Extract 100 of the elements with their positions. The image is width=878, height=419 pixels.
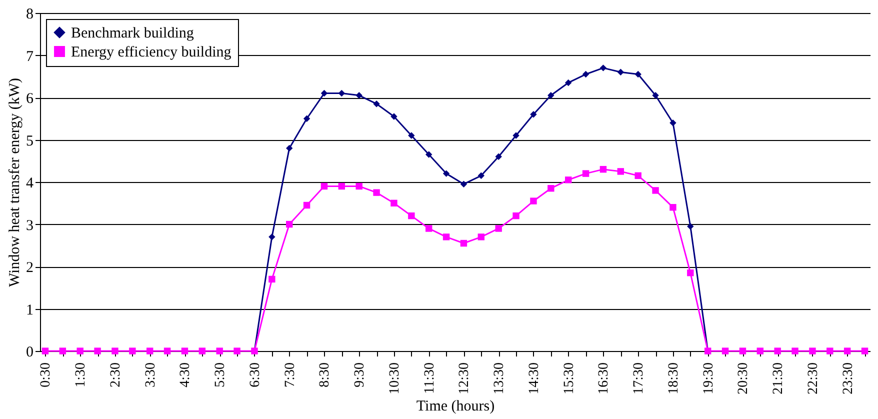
- point: [320, 182, 328, 190]
- point: [373, 100, 380, 108]
- x-tick-label: 2:30: [108, 362, 124, 388]
- point: [129, 348, 136, 354]
- point: [582, 170, 590, 177]
- x-tick-label: 12:30: [457, 362, 472, 394]
- x-tick-label: 19:30: [701, 362, 716, 394]
- point: [303, 115, 310, 122]
- x-tick-label: 15:30: [562, 362, 577, 394]
- point: [652, 187, 659, 194]
- point: [670, 204, 676, 211]
- point: [478, 234, 485, 240]
- point: [495, 153, 502, 160]
- point: [600, 166, 607, 173]
- x-tick-label: 13:30: [492, 362, 508, 394]
- point: [617, 168, 624, 175]
- point: [652, 92, 659, 99]
- x-tick-label: 7:30: [282, 362, 298, 388]
- y-tick-label: 2: [26, 260, 34, 276]
- y-axis-title: Window heat transfer energy (kW): [7, 78, 23, 288]
- point: [670, 119, 676, 126]
- x-tick-label: 1:30: [74, 362, 89, 388]
- y-tick-label: 4: [26, 176, 34, 192]
- x-tick-label: 8:30: [318, 362, 333, 388]
- point: [408, 132, 415, 139]
- point: [512, 212, 520, 220]
- point: [530, 198, 537, 204]
- x-tick-label: 3:30: [143, 362, 158, 388]
- point: [739, 348, 746, 354]
- point: [564, 176, 572, 184]
- x-tick-label: 10:30: [387, 362, 402, 394]
- point: [634, 172, 642, 180]
- point: [320, 90, 328, 97]
- point: [164, 348, 171, 354]
- point: [303, 202, 310, 209]
- point: [548, 92, 554, 99]
- point: [373, 189, 380, 196]
- x-tick-label: 20:30: [736, 362, 752, 394]
- y-tick-label: 0: [26, 344, 34, 360]
- point: [408, 212, 415, 220]
- point: [564, 79, 572, 86]
- x-tick-label: 9:30: [352, 362, 368, 388]
- x-axis-title: Time (hours): [416, 398, 495, 414]
- x-tick-label: 21:30: [771, 362, 786, 394]
- point: [338, 182, 346, 190]
- point: [809, 348, 816, 354]
- x-tick-label: 11:30: [422, 362, 438, 394]
- x-tick-label: 6:30: [248, 362, 263, 388]
- point: [512, 132, 520, 139]
- point: [774, 348, 781, 354]
- point: [442, 170, 450, 177]
- point: [495, 225, 502, 232]
- point: [425, 151, 432, 158]
- point: [582, 70, 590, 78]
- point: [530, 111, 537, 118]
- x-tick-label: 16:30: [596, 362, 612, 394]
- point: [286, 220, 293, 228]
- y-tick-label: 5: [26, 133, 34, 150]
- point: [268, 276, 276, 283]
- point: [460, 180, 468, 188]
- y-tick-label: 8: [26, 6, 34, 22]
- y-tick-label: 7: [26, 48, 34, 65]
- point: [268, 234, 276, 240]
- point: [216, 348, 223, 354]
- point: [844, 348, 851, 354]
- x-tick-label: 4:30: [178, 362, 194, 388]
- point: [356, 92, 362, 99]
- point: [634, 70, 642, 78]
- point: [390, 113, 398, 120]
- point: [617, 68, 624, 76]
- y-tick-label: 3: [26, 218, 34, 234]
- point: [181, 348, 188, 354]
- point: [460, 240, 468, 247]
- point: [792, 348, 798, 354]
- point: [687, 223, 694, 230]
- point: [442, 234, 450, 240]
- legend-label: Benchmark building: [71, 26, 194, 42]
- point: [722, 348, 729, 354]
- point: [478, 172, 485, 180]
- x-tick-label: 17:30: [632, 362, 647, 394]
- point: [59, 348, 66, 354]
- y-tick-label: 6: [26, 91, 34, 107]
- point: [146, 348, 154, 354]
- x-tick-label: 23:30: [840, 362, 856, 394]
- point: [756, 348, 764, 354]
- point: [112, 348, 118, 354]
- point: [390, 200, 398, 206]
- point: [548, 184, 554, 192]
- point: [198, 348, 206, 354]
- point: [600, 64, 607, 72]
- point: [826, 348, 834, 354]
- point: [425, 225, 432, 232]
- legend-label: Energy efficiency building: [71, 44, 232, 60]
- point: [687, 269, 694, 276]
- point: [94, 348, 101, 354]
- x-tick-label: 18:30: [666, 362, 682, 394]
- point: [42, 348, 49, 354]
- x-tick-label: 14:30: [526, 362, 542, 394]
- point: [356, 182, 362, 190]
- point: [286, 144, 293, 152]
